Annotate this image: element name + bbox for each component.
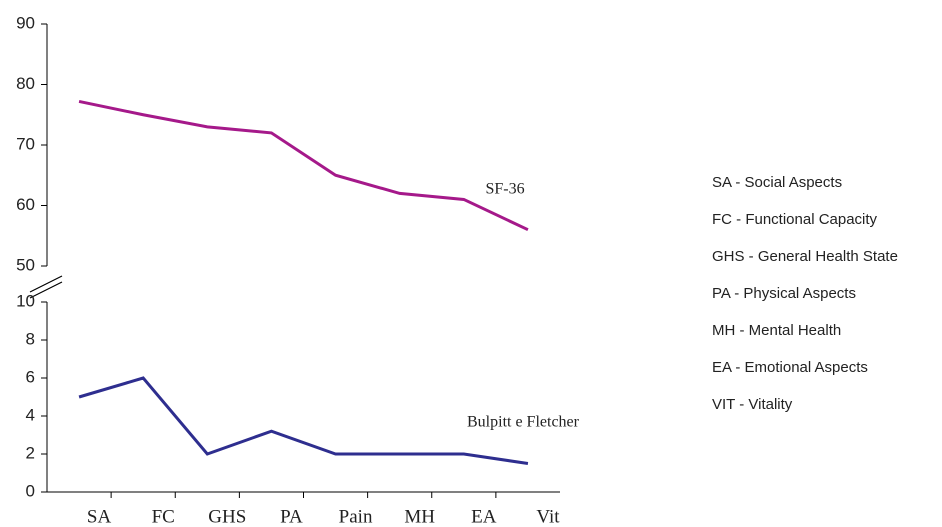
- series-line: [78, 99, 529, 232]
- y-tick-label: 8: [26, 329, 35, 348]
- y-tick-label: 10: [16, 291, 35, 310]
- series-line: [78, 376, 529, 465]
- y-tick-label: 2: [26, 443, 35, 462]
- x-tick-label: Pain: [339, 506, 373, 527]
- note: EA - Emotional Aspects: [712, 359, 868, 376]
- y-tick-label: 0: [26, 481, 35, 500]
- note: FC - Functional Capacity: [712, 211, 878, 228]
- x-tick-label: SA: [87, 506, 112, 527]
- note: VIT - Vitality: [712, 396, 793, 413]
- y-tick-label: 4: [26, 405, 35, 424]
- y-tick-label: 70: [16, 134, 35, 153]
- note: SA - Social Aspects: [712, 174, 842, 191]
- axis-break: [29, 275, 63, 293]
- axis-break: [29, 281, 63, 299]
- y-tick-label: 50: [16, 255, 35, 274]
- y-tick-label: 6: [26, 367, 35, 386]
- y-tick-label: 80: [16, 74, 35, 93]
- x-tick-label: Vit: [536, 506, 560, 527]
- y-tick-label: 60: [16, 195, 35, 214]
- note: PA - Physical Aspects: [712, 285, 856, 302]
- series-label: Bulpitt e Fletcher: [467, 414, 580, 431]
- x-tick-label: FC: [152, 506, 175, 527]
- note: GHS - General Health State: [712, 248, 898, 265]
- x-tick-label: EA: [471, 506, 497, 527]
- x-tick-label: GHS: [208, 506, 246, 527]
- series-label: SF-36: [485, 181, 524, 198]
- x-tick-label: MH: [404, 506, 435, 527]
- note: MH - Mental Health: [712, 322, 841, 339]
- x-tick-label: PA: [280, 506, 303, 527]
- y-tick-label: 90: [16, 13, 35, 32]
